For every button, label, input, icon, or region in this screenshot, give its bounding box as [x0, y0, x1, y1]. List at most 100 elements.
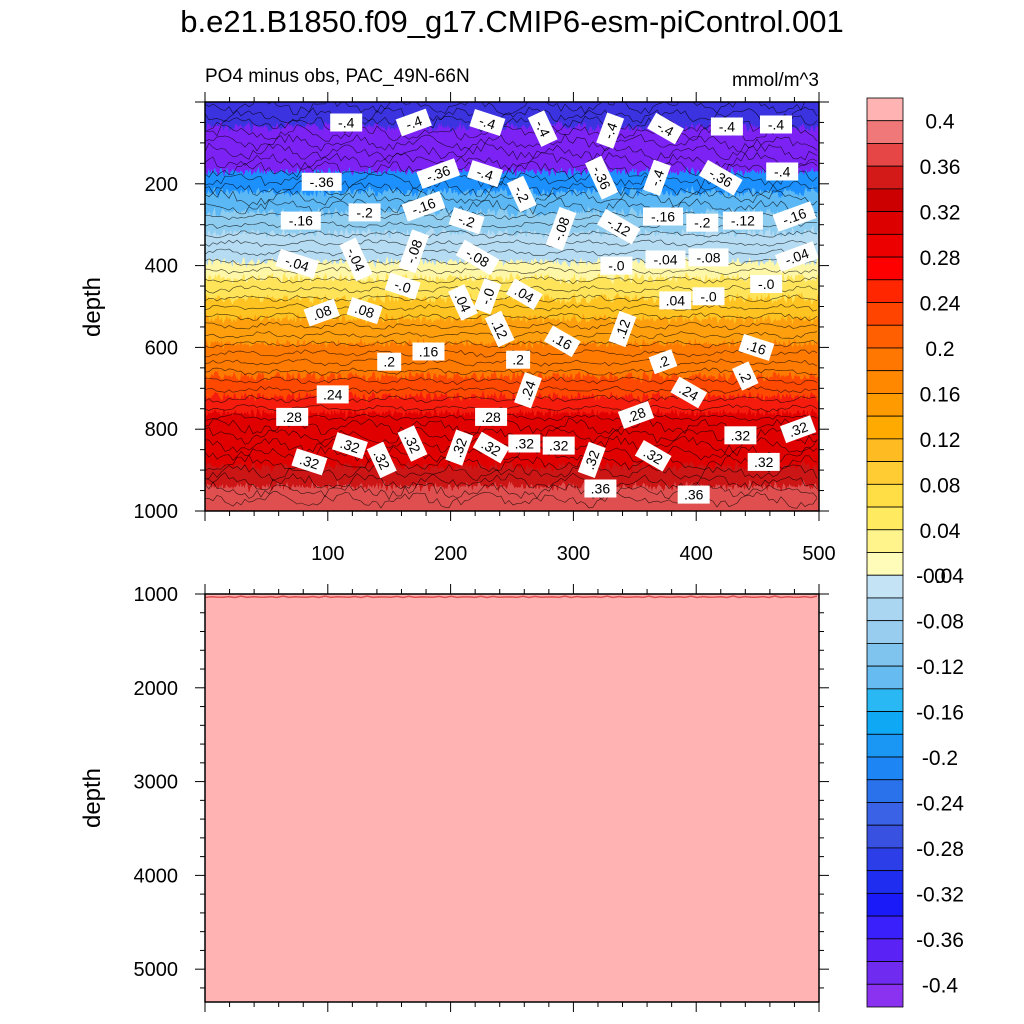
svg-text:-.4: -.4: [475, 163, 496, 183]
bottom-y-tick-label: 2000: [134, 678, 179, 700]
contour-label: -.16: [643, 207, 683, 226]
colorbar-label: -0.4: [922, 974, 959, 997]
svg-text:.2: .2: [655, 352, 672, 371]
colorbar-label: 0.4: [925, 111, 955, 134]
contour-line: [205, 197, 818, 216]
contour-label: -.4: [710, 117, 743, 136]
top-x-tick-label: 300: [557, 543, 590, 565]
svg-text:-.4: -.4: [654, 118, 676, 140]
contour-label: -.04: [275, 248, 319, 279]
svg-text:-.08: -.08: [549, 215, 572, 243]
contour-line: [205, 481, 818, 501]
contour-line: [205, 367, 818, 376]
svg-text:-.4: -.4: [647, 167, 668, 188]
contour-line: [205, 417, 818, 436]
svg-text:-.16: -.16: [780, 205, 808, 228]
contour-label: .08: [303, 298, 340, 327]
svg-text:-.04: -.04: [653, 252, 677, 268]
contour-label: .2: [377, 352, 402, 371]
top-panel: -.4 -.4 -.4 -.4 -.4 -.4 -.4 -.4-.36 -.36 -.4 -.36-…: [79, 92, 836, 565]
svg-text:.04: .04: [666, 292, 686, 308]
svg-text:.32: .32: [786, 418, 810, 440]
colorbar-label: -0.12: [916, 656, 964, 679]
contour-label: -.4: [766, 162, 799, 181]
contour-label: -.0: [750, 275, 783, 293]
svg-text:-.4: -.4: [477, 112, 498, 132]
contour-label: .32: [291, 448, 328, 476]
colorbar-label: 0.16: [920, 383, 961, 406]
colorbar-label: 0.32: [920, 202, 961, 225]
svg-text:.08: .08: [353, 300, 377, 321]
svg-text:-.2: -.2: [511, 183, 532, 205]
colorbar-box: [866, 552, 904, 576]
colorbar-box: [866, 188, 904, 213]
svg-text:.32: .32: [754, 454, 774, 470]
contour-label: -.4: [647, 112, 684, 145]
svg-text:-.36: -.36: [310, 174, 334, 190]
contour-label: .32: [577, 441, 606, 479]
contour-label: -.4: [642, 159, 671, 196]
contour-label: .24: [514, 372, 542, 409]
contour-line: [205, 239, 818, 248]
contour-label: .12: [484, 310, 515, 348]
bottom-y-tick-label: 4000: [134, 865, 179, 887]
contour-line: [205, 376, 818, 385]
contour-label: -.0: [692, 287, 725, 306]
contour-label: .2: [648, 349, 678, 375]
svg-text:-.12: -.12: [731, 213, 755, 229]
colorbar-label: -0.28: [916, 838, 964, 861]
contour-line: [205, 106, 818, 124]
contour-label: -.04: [645, 250, 686, 269]
contour-label: .32: [397, 425, 428, 462]
svg-text:.24: .24: [517, 378, 539, 402]
bottom-y-tick-label: 5000: [134, 959, 179, 981]
svg-text:-.2: -.2: [356, 204, 373, 220]
svg-text:-.04: -.04: [783, 245, 811, 268]
colorbar-box: [866, 938, 904, 962]
contour-label: -.4: [596, 112, 625, 149]
colorbar-box: [866, 97, 904, 122]
svg-text:.08: .08: [310, 302, 334, 324]
contour-label: .24: [670, 376, 708, 409]
contour-label: .16: [738, 333, 775, 361]
svg-text:.04: .04: [452, 290, 475, 315]
contour-label: -.36: [584, 155, 619, 200]
colorbar-box: [866, 256, 904, 281]
colorbar-label: -0.08: [916, 611, 964, 634]
svg-text:-.2: -.2: [456, 210, 477, 230]
colorbar-label: 0.2: [925, 338, 954, 361]
colorbar-box: [866, 779, 904, 803]
svg-text:.32: .32: [581, 448, 603, 472]
contour-line: [205, 395, 818, 404]
contour-line: [205, 133, 818, 152]
svg-text:.16: .16: [419, 344, 439, 360]
contour-label: -.16: [772, 201, 817, 232]
top-y-tick-label: 400: [145, 256, 178, 278]
colorbar-label: -0.36: [916, 929, 964, 952]
colorbar-box: [866, 461, 904, 485]
contour-label: .24: [316, 385, 349, 404]
svg-text:-.16: -.16: [289, 213, 313, 229]
contour-label: .28: [276, 407, 309, 426]
contour-label: .32: [331, 432, 368, 460]
contour-label: .08: [346, 297, 383, 325]
colorbar-box: [866, 961, 904, 985]
colorbar-box: [866, 120, 904, 144]
colorbar-box: [866, 597, 904, 622]
svg-text:.16: .16: [745, 337, 769, 358]
svg-text:-.4: -.4: [338, 115, 355, 131]
svg-text:.32: .32: [549, 438, 569, 454]
top-y-tick-label: 1000: [134, 501, 179, 523]
colorbar-box: [866, 211, 904, 235]
colorbar-box: [866, 802, 904, 826]
colorbar-box: [866, 915, 904, 940]
svg-text:-.08: -.08: [696, 249, 720, 265]
svg-text:.32: .32: [731, 427, 751, 443]
contour-line: [205, 385, 818, 395]
contour-label: .36: [677, 485, 710, 504]
svg-text:.28: .28: [282, 409, 302, 425]
subtitle-left: PO4 minus obs, PAC_49N-66N: [205, 66, 470, 87]
colorbar-box: [866, 574, 904, 599]
contour-label: -.08: [398, 229, 430, 274]
